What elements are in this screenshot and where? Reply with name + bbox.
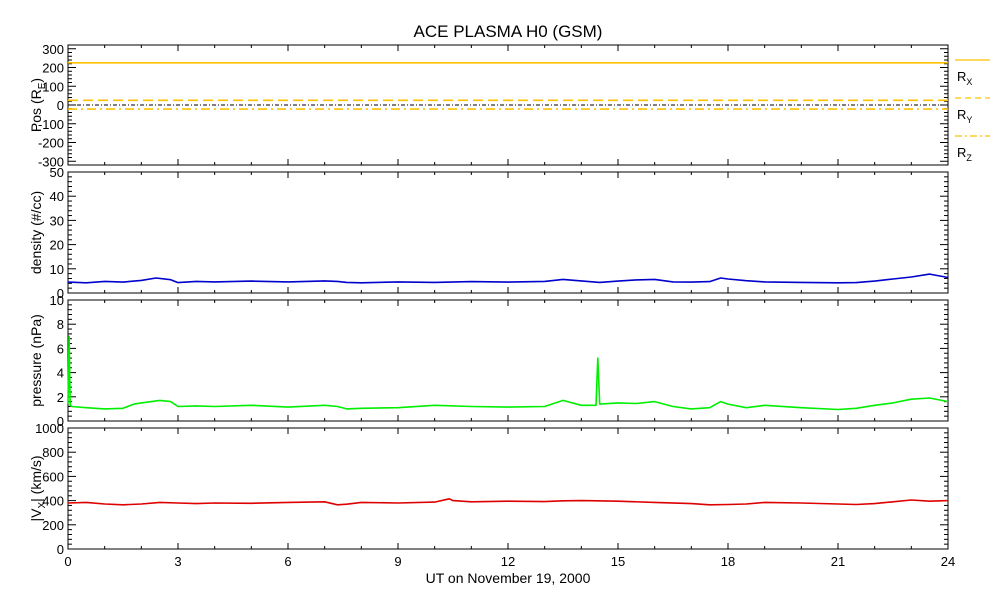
y-tick-label: 0 — [57, 98, 64, 113]
y-axis-label: |VX| (km/s) — [28, 455, 48, 521]
y-axis-label-text: pressure (nPa) — [28, 314, 44, 407]
y-tick-label: -300 — [38, 154, 64, 169]
y-axis-label: pressure (nPa) — [28, 314, 44, 407]
legend-label: RX — [957, 69, 972, 87]
legend-label-text: R — [957, 69, 966, 84]
y-tick-label: 800 — [42, 445, 64, 460]
x-tick-label: 0 — [64, 554, 71, 569]
x-axis-label: UT on November 19, 2000 — [426, 570, 591, 586]
panel-frame — [67, 171, 949, 294]
legend-label-subscript: X — [966, 77, 972, 87]
panel-frame — [67, 427, 949, 550]
y-tick-label: 200 — [42, 61, 64, 76]
y-axis-label-subscript: E — [37, 82, 48, 89]
y-tick-label: 10 — [50, 293, 64, 308]
y-axis-label-text: density (#/cc) — [28, 191, 44, 274]
y-tick-label: 8 — [57, 317, 64, 332]
y-axis-label: Pos (RE) — [28, 78, 48, 132]
y-axis-label-subscript: X — [37, 502, 48, 509]
legend-label: RZ — [957, 145, 972, 163]
x-tick-label: 18 — [721, 554, 735, 569]
x-tick-label: 15 — [611, 554, 625, 569]
y-axis-label-tail: ) — [28, 78, 44, 83]
panel-3: 0 3 6 9 12 15 18 21 24 0 200 400 600 800 1000 |VX| (km/… — [28, 421, 955, 569]
y-axis-label-text: Pos (R — [28, 89, 44, 132]
y-axis-label: density (#/cc) — [28, 191, 44, 274]
y-tick-label: 0 — [57, 286, 64, 301]
x-tick-label: 24 — [941, 554, 955, 569]
y-tick-label: 400 — [42, 494, 64, 509]
panel-2: 0 2 4 6 8 10 pressure (nPa) — [28, 293, 949, 429]
legend-label-subscript: Y — [966, 115, 972, 125]
x-tick-label: 21 — [831, 554, 845, 569]
y-tick-label: 50 — [50, 165, 64, 180]
y-tick-label: 100 — [42, 79, 64, 94]
y-tick-label: 6 — [57, 341, 64, 356]
y-tick-label: -100 — [38, 117, 64, 132]
y-tick-label: -200 — [38, 136, 64, 151]
panel-frame — [67, 299, 949, 422]
x-tick-label: 3 — [174, 554, 181, 569]
y-tick-label: 2 — [57, 390, 64, 405]
y-axis-label-text: |V — [28, 508, 44, 522]
x-tick-label: 9 — [394, 554, 401, 569]
y-axis-label-tail: | (km/s) — [28, 455, 44, 501]
y-tick-label: 300 — [42, 42, 64, 57]
x-tick-label: 12 — [501, 554, 515, 569]
y-tick-label: 200 — [42, 518, 64, 533]
y-tick-label: 0 — [57, 414, 64, 429]
y-tick-label: 10 — [50, 262, 64, 277]
legend-label: RY — [957, 107, 972, 125]
y-tick-label: 0 — [57, 542, 64, 557]
series-line-2-0 — [67, 335, 949, 411]
y-tick-label: 30 — [50, 213, 64, 228]
y-tick-label: 1000 — [35, 421, 64, 436]
chart-title: ACE PLASMA H0 (GSM) — [414, 22, 603, 41]
series-line-1-0 — [67, 273, 949, 284]
series-line-3-0 — [67, 497, 949, 506]
y-tick-label: 4 — [57, 366, 64, 381]
x-tick-label: 6 — [284, 554, 291, 569]
legend-label-subscript: Z — [966, 153, 972, 163]
y-tick-label: 600 — [42, 469, 64, 484]
legend-label-text: R — [957, 145, 966, 160]
y-tick-label: 20 — [50, 238, 64, 253]
y-tick-label: 40 — [50, 189, 64, 204]
panel-1: 0 10 20 30 40 50 density (#/cc) — [28, 165, 949, 301]
legend-label-text: R — [957, 107, 966, 122]
